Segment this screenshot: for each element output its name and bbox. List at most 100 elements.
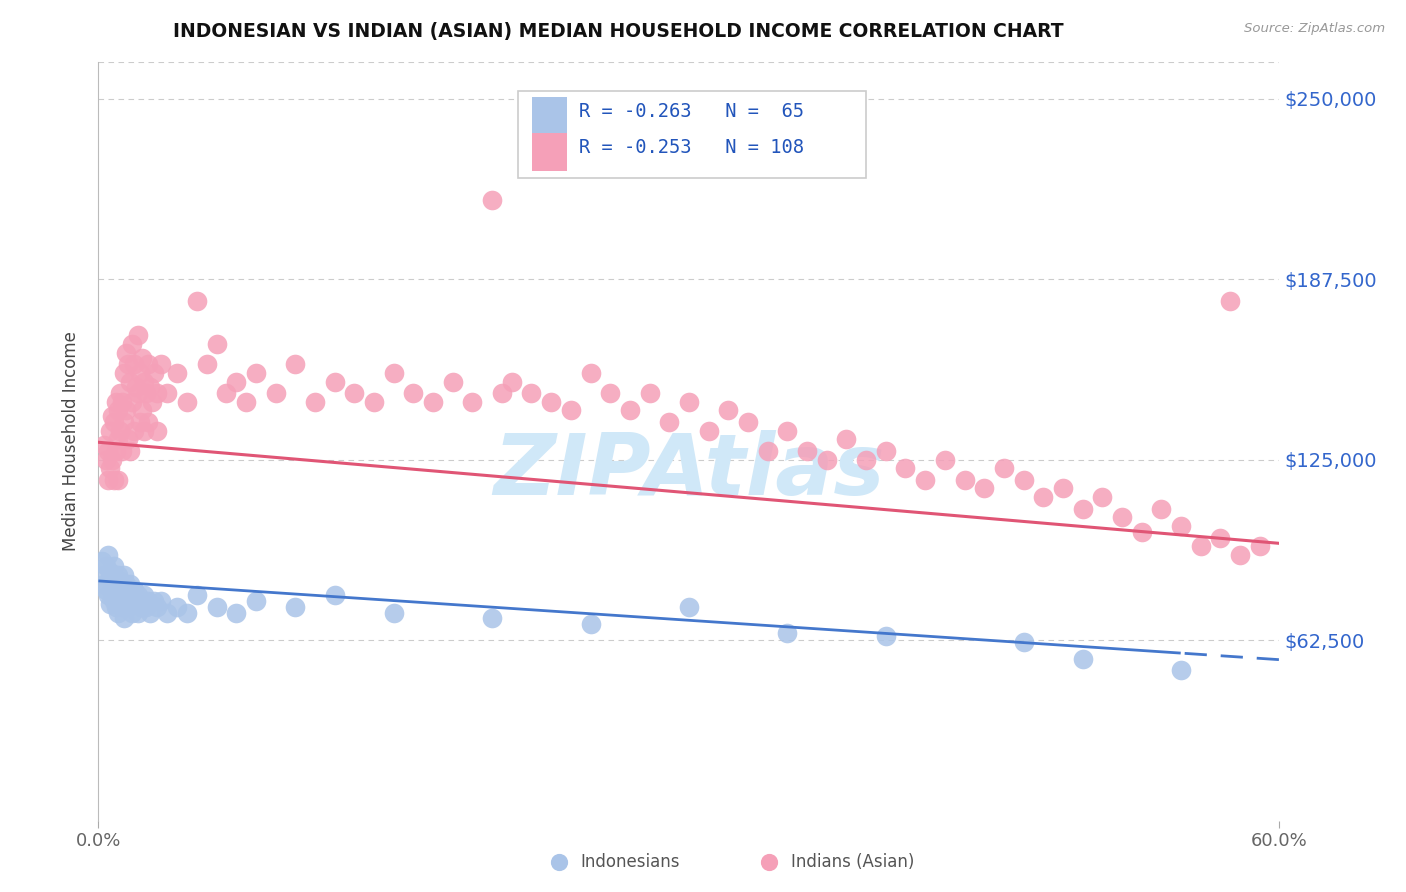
Point bbox=[117, 433, 139, 447]
Point bbox=[166, 366, 188, 380]
Point bbox=[107, 568, 129, 582]
Point bbox=[97, 473, 120, 487]
Point bbox=[481, 193, 503, 207]
Point bbox=[855, 452, 877, 467]
Point bbox=[1071, 652, 1094, 666]
Point bbox=[108, 574, 131, 588]
Point bbox=[1189, 539, 1212, 553]
Point bbox=[122, 357, 145, 371]
Point bbox=[599, 386, 621, 401]
Point bbox=[146, 424, 169, 438]
Point bbox=[491, 386, 513, 401]
Point bbox=[108, 594, 131, 608]
Point bbox=[107, 606, 129, 620]
Point bbox=[127, 386, 149, 401]
Point bbox=[343, 386, 366, 401]
Point bbox=[112, 415, 135, 429]
Point bbox=[105, 394, 128, 409]
Point bbox=[128, 366, 150, 380]
Point bbox=[131, 599, 153, 614]
Point bbox=[107, 473, 129, 487]
Point bbox=[756, 444, 779, 458]
Point bbox=[717, 403, 740, 417]
Point bbox=[93, 576, 115, 591]
Point bbox=[105, 576, 128, 591]
Point bbox=[96, 559, 118, 574]
Point bbox=[835, 433, 858, 447]
Point bbox=[98, 566, 121, 580]
Point bbox=[131, 403, 153, 417]
Point bbox=[176, 394, 198, 409]
Point bbox=[150, 594, 173, 608]
Point bbox=[796, 444, 818, 458]
Point bbox=[117, 599, 139, 614]
Point bbox=[993, 461, 1015, 475]
Point bbox=[579, 366, 602, 380]
Point bbox=[101, 409, 124, 424]
Point bbox=[166, 599, 188, 614]
Point bbox=[132, 375, 155, 389]
Point bbox=[117, 357, 139, 371]
Point bbox=[875, 629, 897, 643]
Point bbox=[98, 461, 121, 475]
Point bbox=[1032, 490, 1054, 504]
Point bbox=[1012, 473, 1035, 487]
Point bbox=[1170, 664, 1192, 678]
Point bbox=[121, 394, 143, 409]
Point bbox=[132, 424, 155, 438]
Point bbox=[1052, 482, 1074, 496]
Point bbox=[101, 571, 124, 585]
Point bbox=[135, 599, 157, 614]
Point bbox=[678, 599, 700, 614]
Point bbox=[127, 606, 149, 620]
Point bbox=[135, 386, 157, 401]
Point bbox=[111, 599, 134, 614]
Point bbox=[186, 588, 208, 602]
Point bbox=[264, 386, 287, 401]
Point bbox=[108, 386, 131, 401]
Point bbox=[1012, 634, 1035, 648]
Point bbox=[121, 588, 143, 602]
Point bbox=[402, 386, 425, 401]
Point bbox=[122, 582, 145, 597]
Point bbox=[127, 328, 149, 343]
Point bbox=[579, 617, 602, 632]
Point bbox=[382, 606, 405, 620]
Point bbox=[98, 424, 121, 438]
Point bbox=[96, 452, 118, 467]
Point bbox=[131, 351, 153, 366]
Point bbox=[146, 386, 169, 401]
Point bbox=[225, 375, 247, 389]
Text: Source: ZipAtlas.com: Source: ZipAtlas.com bbox=[1244, 22, 1385, 36]
Point bbox=[245, 594, 267, 608]
Text: Indonesians: Indonesians bbox=[581, 854, 679, 871]
Point bbox=[1219, 293, 1241, 308]
Point bbox=[284, 599, 307, 614]
Point bbox=[112, 366, 135, 380]
Point bbox=[98, 814, 121, 828]
Point bbox=[1249, 539, 1271, 553]
Point bbox=[136, 357, 159, 371]
Point bbox=[103, 594, 125, 608]
Point bbox=[520, 386, 543, 401]
Point bbox=[111, 394, 134, 409]
Point bbox=[118, 576, 141, 591]
Point bbox=[103, 415, 125, 429]
Point bbox=[953, 473, 976, 487]
Point bbox=[1229, 548, 1251, 562]
Point bbox=[678, 394, 700, 409]
Point bbox=[121, 337, 143, 351]
Point bbox=[776, 626, 799, 640]
Point bbox=[323, 375, 346, 389]
Point bbox=[1209, 531, 1232, 545]
Point bbox=[225, 606, 247, 620]
Point bbox=[94, 814, 117, 828]
Point bbox=[658, 415, 681, 429]
Point bbox=[146, 599, 169, 614]
Point bbox=[115, 403, 138, 417]
Point bbox=[973, 482, 995, 496]
Point bbox=[304, 394, 326, 409]
Point bbox=[91, 554, 114, 568]
Point bbox=[363, 394, 385, 409]
Point bbox=[115, 576, 138, 591]
